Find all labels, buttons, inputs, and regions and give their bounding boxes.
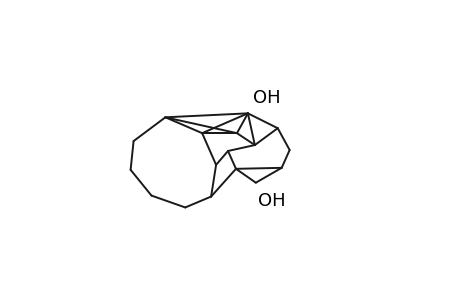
Text: OH: OH [257,191,285,209]
Text: OH: OH [252,89,280,107]
